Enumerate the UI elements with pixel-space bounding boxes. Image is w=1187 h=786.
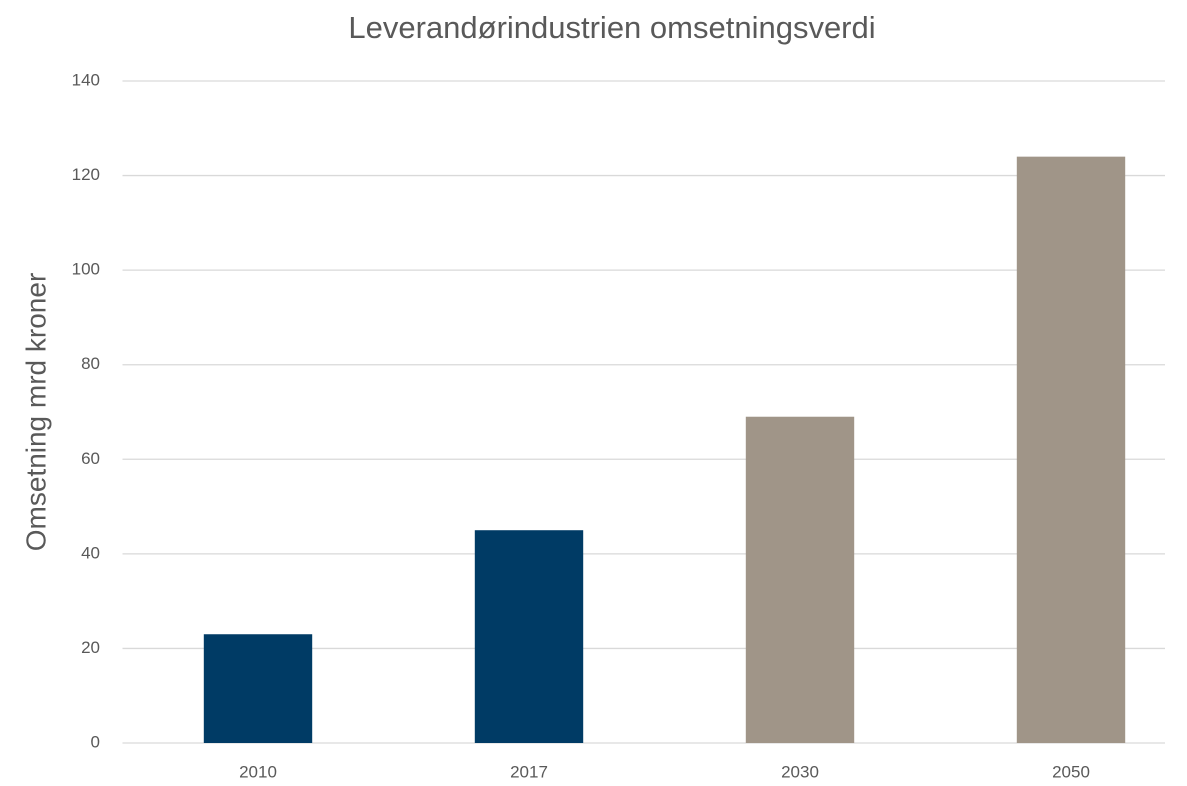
bar <box>745 416 855 743</box>
y-tick-label: 120 <box>72 165 100 184</box>
y-tick-label: 60 <box>81 449 100 468</box>
bar <box>474 530 584 743</box>
y-tick-label: 20 <box>81 638 100 657</box>
y-tick-label: 40 <box>81 543 100 562</box>
bar <box>1016 156 1126 743</box>
y-tick-label: 80 <box>81 354 100 373</box>
y-tick-label: 0 <box>91 732 100 751</box>
x-tick-label: 2030 <box>781 762 819 781</box>
y-axis-title: Omsetning mrd kroner <box>20 273 51 552</box>
bar <box>203 634 313 743</box>
x-tick-label: 2010 <box>239 762 277 781</box>
y-tick-label: 140 <box>72 70 100 89</box>
x-tick-label: 2050 <box>1052 762 1090 781</box>
x-tick-label: 2017 <box>510 762 548 781</box>
y-tick-label: 100 <box>72 260 100 279</box>
chart-title: Leverandørindustrien omsetningsverdi <box>348 10 875 45</box>
